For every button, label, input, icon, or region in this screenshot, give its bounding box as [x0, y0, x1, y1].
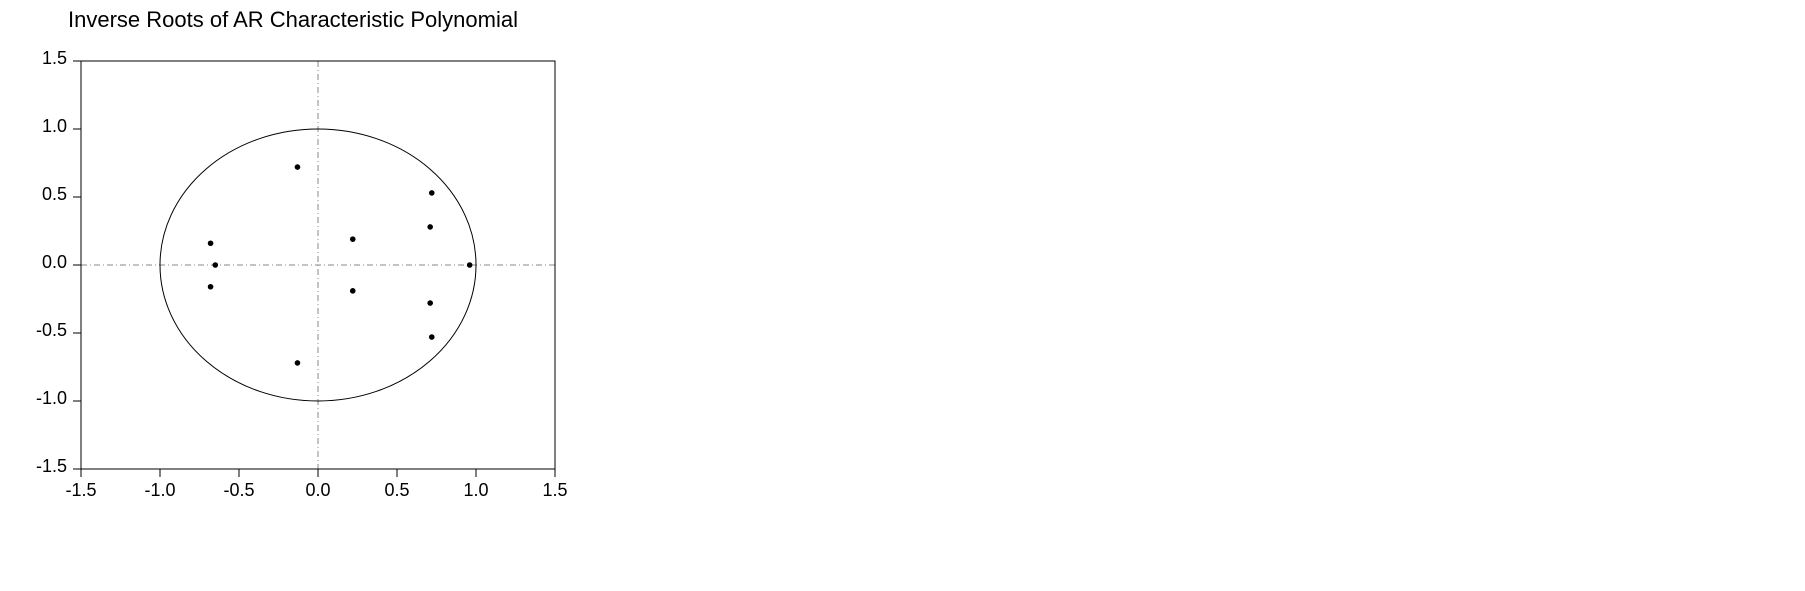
y-tick-label: -0.5 [36, 320, 67, 340]
x-tick-label: 0.0 [305, 480, 330, 500]
y-tick-label: 1.0 [42, 116, 67, 136]
point [207, 240, 214, 247]
point [212, 262, 219, 268]
x-tick-label: -0.5 [223, 480, 254, 500]
point [349, 236, 356, 242]
point [294, 164, 301, 170]
x-tick-label: -1.0 [144, 480, 175, 500]
point [428, 190, 435, 196]
y-tick-label: -1.0 [36, 388, 67, 408]
unit-circle [159, 128, 477, 402]
point [427, 224, 433, 230]
y-tick-label: -1.5 [36, 456, 67, 476]
x-tick-label: -1.5 [65, 480, 96, 500]
point [207, 283, 214, 290]
x-tick-label: 1.5 [542, 480, 567, 500]
chart-title: Inverse Roots of AR Characteristic Polyn… [68, 7, 518, 32]
y-tick-label: 1.5 [42, 48, 67, 68]
x-tick-label: 1.0 [463, 480, 488, 500]
y-tick-label: 0.0 [42, 252, 67, 272]
x-tick-label: 0.5 [384, 480, 409, 500]
point [466, 262, 473, 268]
point [428, 334, 435, 340]
point [349, 288, 356, 294]
point [427, 300, 433, 306]
point [294, 360, 301, 366]
y-tick-label: 0.5 [42, 184, 67, 204]
